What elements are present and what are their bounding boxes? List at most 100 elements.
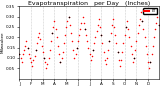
Point [43, 57, 45, 59]
Point [46, 64, 49, 65]
Point [26, 47, 29, 48]
Point [116, 51, 119, 52]
Point [149, 61, 152, 63]
Point [104, 59, 106, 61]
Point [133, 57, 135, 59]
Point [94, 37, 97, 38]
Point [112, 18, 114, 19]
Point [119, 66, 121, 67]
Point [18, 53, 21, 55]
Point [143, 37, 146, 38]
Point [93, 43, 96, 44]
Point [92, 49, 94, 50]
Point [43, 57, 45, 59]
Point [28, 53, 30, 55]
Point [36, 43, 38, 44]
Point [98, 18, 100, 19]
Point [66, 20, 69, 21]
Point [150, 53, 153, 55]
Point [44, 61, 46, 63]
Point [33, 55, 36, 57]
Point [79, 28, 81, 30]
Point [59, 61, 62, 63]
Point [92, 49, 94, 50]
Point [149, 61, 152, 63]
Point [152, 45, 154, 46]
Point [61, 51, 64, 52]
Point [140, 12, 142, 13]
Point [63, 43, 65, 44]
Point [91, 55, 93, 57]
Point [58, 53, 60, 55]
Point [32, 59, 35, 61]
Point [57, 45, 59, 46]
Point [22, 53, 24, 55]
Point [84, 28, 86, 30]
Point [24, 45, 27, 46]
Point [106, 57, 108, 59]
Point [51, 32, 53, 34]
Point [86, 41, 88, 42]
Point [38, 32, 41, 34]
Title: Evapotranspiration   per Day   (Inches): Evapotranspiration per Day (Inches) [28, 1, 150, 6]
Point [139, 18, 141, 19]
Point [146, 53, 148, 55]
Point [102, 51, 105, 52]
Point [96, 24, 99, 26]
Point [84, 28, 86, 30]
Point [134, 49, 136, 50]
Point [124, 26, 127, 28]
Point [128, 37, 131, 38]
Point [72, 49, 75, 50]
Point [47, 57, 50, 59]
Point [39, 39, 42, 40]
Y-axis label: Milwaukee: Milwaukee [1, 32, 5, 53]
Point [135, 41, 138, 42]
Point [68, 24, 71, 26]
Point [141, 20, 144, 21]
Point [71, 41, 73, 42]
Point [56, 37, 58, 38]
Point [120, 59, 122, 61]
Point [156, 16, 159, 17]
Point [100, 35, 103, 36]
Point [148, 68, 151, 69]
Point [127, 28, 129, 30]
Point [54, 28, 57, 30]
Point [157, 24, 160, 26]
Point [41, 51, 44, 52]
Point [67, 16, 70, 17]
Point [144, 45, 147, 46]
Point [147, 61, 149, 63]
Point [75, 47, 78, 48]
Point [26, 47, 29, 48]
Point [82, 22, 85, 23]
Point [64, 35, 66, 36]
Point [129, 45, 132, 46]
Point [35, 49, 37, 50]
Point [67, 16, 70, 17]
Point [124, 26, 127, 28]
Point [78, 35, 80, 36]
Point [113, 26, 115, 28]
Point [89, 59, 92, 61]
Point [142, 28, 145, 30]
Point [75, 47, 78, 48]
Point [107, 49, 110, 50]
Point [141, 20, 144, 21]
Point [29, 57, 31, 59]
Point [52, 26, 55, 28]
Point [74, 53, 77, 55]
Point [122, 43, 125, 44]
Point [116, 51, 119, 52]
Point [23, 49, 25, 50]
Point [31, 66, 34, 67]
Point [73, 57, 76, 59]
Point [136, 32, 139, 34]
Point [85, 35, 87, 36]
Point [25, 41, 28, 42]
Point [70, 32, 72, 34]
Point [105, 64, 107, 65]
Point [121, 51, 124, 52]
Point [18, 53, 21, 55]
